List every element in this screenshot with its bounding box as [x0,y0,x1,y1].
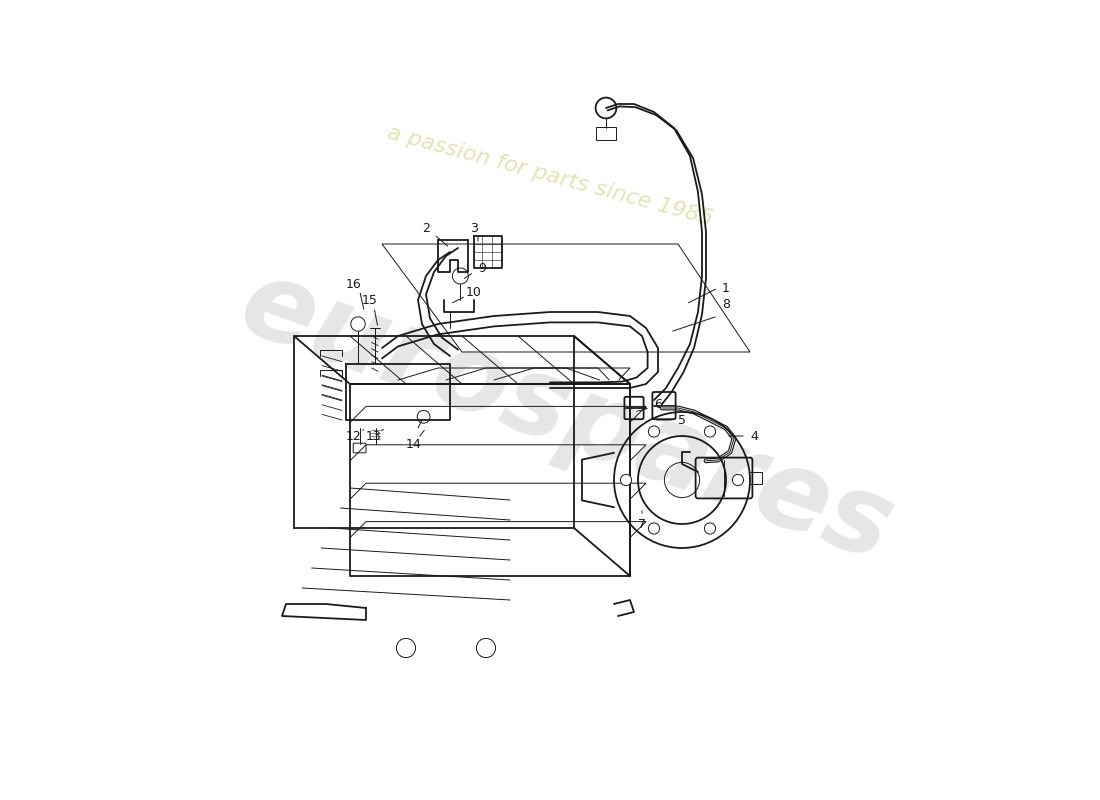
Text: 4: 4 [750,430,758,442]
Text: a passion for parts since 1985: a passion for parts since 1985 [385,123,715,229]
Circle shape [648,523,660,534]
Text: 5: 5 [678,414,686,426]
Text: 15: 15 [362,294,378,306]
Circle shape [733,474,744,486]
Text: 6: 6 [654,398,662,410]
Text: 2: 2 [422,222,430,234]
Text: 7: 7 [638,518,646,530]
Text: 14: 14 [406,438,422,450]
Circle shape [704,523,716,534]
Circle shape [704,426,716,437]
Text: 1: 1 [722,282,730,294]
Text: 16: 16 [346,278,362,290]
Text: 8: 8 [722,298,730,310]
Text: 13: 13 [366,430,382,442]
Text: 12: 12 [346,430,362,442]
Circle shape [620,474,631,486]
Text: 9: 9 [478,262,486,274]
Text: eurospares: eurospares [226,249,906,583]
Text: 3: 3 [470,222,477,234]
Circle shape [648,426,660,437]
Text: 10: 10 [466,286,482,298]
